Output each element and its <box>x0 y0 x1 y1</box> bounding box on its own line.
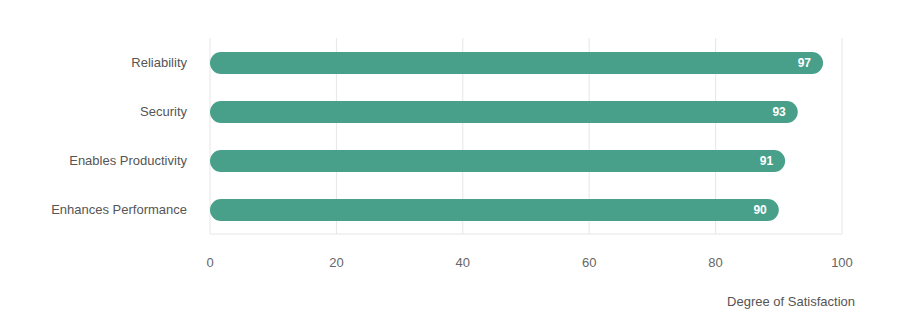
svg-text:100: 100 <box>831 255 853 270</box>
svg-text:Degree of Satisfaction: Degree of Satisfaction <box>727 294 855 309</box>
svg-text:0: 0 <box>206 255 213 270</box>
svg-text:80: 80 <box>708 255 722 270</box>
svg-text:97: 97 <box>798 56 812 70</box>
svg-text:Reliability: Reliability <box>131 55 187 70</box>
svg-text:93: 93 <box>772 105 786 119</box>
svg-text:Enhances Performance: Enhances Performance <box>51 202 187 217</box>
svg-text:60: 60 <box>582 255 596 270</box>
svg-text:Enables Productivity: Enables Productivity <box>69 153 187 168</box>
svg-text:Security: Security <box>140 104 187 119</box>
svg-text:20: 20 <box>329 255 343 270</box>
svg-text:90: 90 <box>753 203 767 217</box>
svg-text:40: 40 <box>456 255 470 270</box>
svg-text:91: 91 <box>760 154 774 168</box>
